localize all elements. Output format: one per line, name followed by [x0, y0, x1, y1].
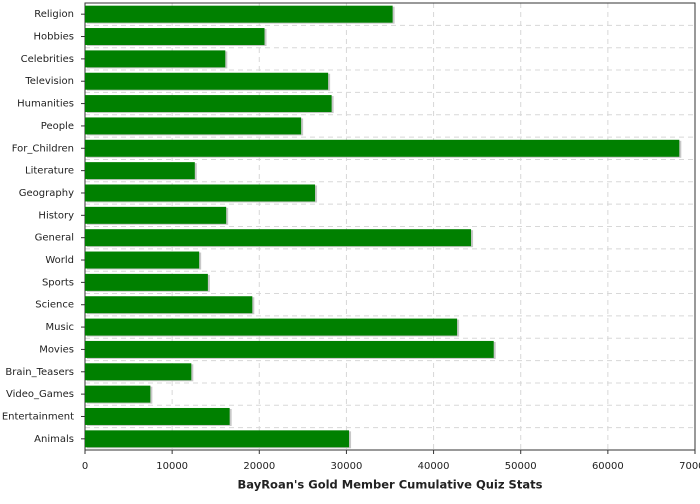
y-tick-label: Religion [34, 9, 74, 20]
y-tick-label: People [41, 121, 74, 132]
bar [85, 184, 316, 202]
y-tick-label: Literature [25, 166, 74, 177]
bar [85, 363, 192, 381]
y-tick-label: Entertainment [2, 411, 74, 422]
bar [85, 407, 230, 425]
y-tick-label: Animals [34, 434, 74, 445]
bar [85, 340, 494, 358]
y-tick-label: Geography [19, 188, 74, 199]
x-tick-label: 40000 [418, 461, 450, 472]
y-tick-label: Brain_Teasers [5, 367, 74, 378]
plot-border [84, 2, 696, 451]
y-tick-label: Movies [39, 344, 74, 355]
y-tick-label: Science [35, 300, 74, 311]
x-tick-label: 20000 [243, 461, 275, 472]
bar [85, 5, 393, 23]
y-tick-label: Humanities [17, 99, 74, 110]
bar [85, 117, 302, 135]
bar [85, 430, 350, 448]
x-axis-title: BayRoan's Gold Member Cumulative Quiz St… [238, 478, 543, 492]
y-tick-label: Television [24, 76, 74, 87]
bar [85, 50, 226, 68]
y-tick-label: Celebrities [21, 54, 74, 65]
x-tick-label: 50000 [505, 461, 537, 472]
x-tick-label: 70000 [679, 461, 700, 472]
bar [85, 318, 458, 336]
y-tick-label: Sports [42, 277, 74, 288]
y-tick-label: Music [46, 322, 74, 333]
bar [85, 72, 329, 90]
y-tick-label: History [38, 210, 74, 221]
x-tick-label: 0 [82, 461, 88, 472]
y-tick-label: World [45, 255, 74, 266]
bar [85, 296, 253, 314]
bar [85, 95, 332, 113]
bar [85, 229, 472, 247]
bar [85, 206, 227, 224]
bar [85, 273, 208, 291]
y-tick-label: For_Children [12, 143, 74, 154]
x-tick-label: 10000 [156, 461, 188, 472]
y-tick-label: Video_Games [6, 389, 74, 400]
x-tick-label: 60000 [592, 461, 624, 472]
x-tick-label: 30000 [331, 461, 363, 472]
bar [85, 251, 200, 269]
y-tick-label: Hobbies [34, 32, 74, 43]
bar [85, 162, 195, 180]
y-tick-label: General [35, 233, 74, 244]
bar [85, 28, 265, 46]
bar [85, 385, 151, 403]
bar [85, 139, 680, 157]
